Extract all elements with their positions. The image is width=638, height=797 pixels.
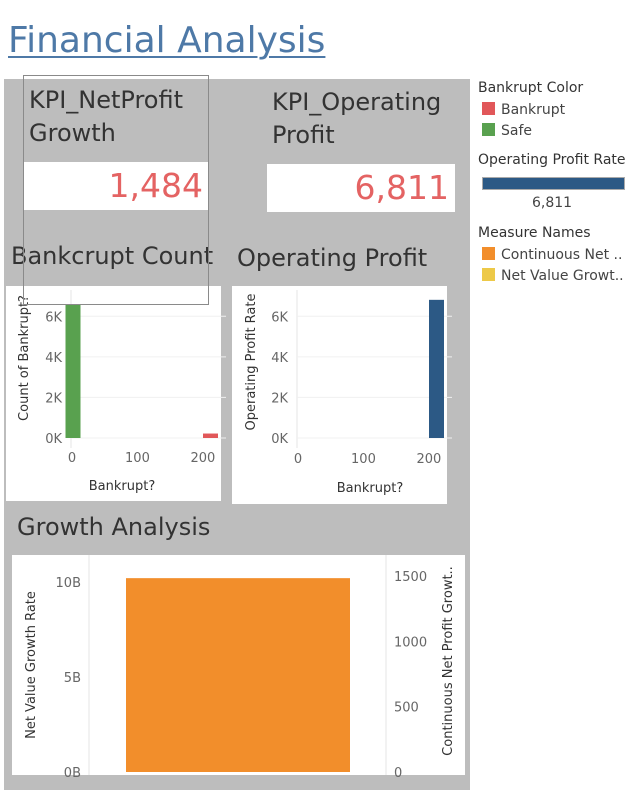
legend-item-bankrupt-label: Bankrupt	[501, 102, 566, 118]
bankrupt-swatch	[482, 102, 495, 115]
kpi-net-profit-growth-value: 1,484	[24, 162, 209, 210]
y-tick-label-left: 0B	[64, 766, 81, 781]
y-axis-label: Count of Bankrupt?	[17, 295, 32, 421]
y-tick-label-right: 1500	[394, 570, 427, 585]
operating-profit-title: Operating Profit	[237, 244, 428, 272]
legend-item-continuous-net[interactable]: Continuous Net ..	[482, 247, 622, 263]
bankrupt-count-title: Bankcrupt Count	[11, 242, 214, 270]
growth-analysis-title: Growth Analysis	[17, 513, 211, 541]
y-axis-label: Operating Profit Rate	[244, 294, 259, 431]
y-tick-label-right: 500	[394, 701, 419, 716]
x-tick-label: 200	[190, 451, 215, 466]
legend-item-safe-label: Safe	[501, 123, 533, 139]
operating-profit-chart[interactable]: 0K 2K 4K 6K 0 100 200 Bankrupt? Operating Profit…	[232, 286, 452, 504]
x-tick-label: 200	[416, 452, 441, 467]
y-tick-label: 0K	[271, 432, 288, 447]
y-tick-label: 6K	[271, 310, 288, 325]
bankrupt-count-chart[interactable]: 0K 2K 4K 6K 0 100 200 Bankrupt? Count of Bankrup…	[6, 286, 226, 501]
x-tick-label: 0	[68, 451, 76, 466]
kpi-operating-profit-label: KPI_Operating Profit	[272, 86, 441, 152]
y-tick-label-left: 10B	[56, 576, 81, 591]
operating-profit-rate-value: 6,811	[532, 195, 573, 211]
x-tick-label: 100	[351, 452, 376, 467]
y-tick-label-right: 1000	[394, 635, 427, 650]
kpi-net-profit-growth-label-line1: KPI_NetProfit	[29, 86, 184, 114]
bar-bankrupt	[203, 433, 218, 438]
y-tick-label: 4K	[45, 351, 62, 366]
y-tick-label: 2K	[45, 391, 62, 406]
kpi-operating-profit-label-line2: Profit	[272, 121, 335, 149]
legend-item-safe[interactable]: Safe	[482, 123, 532, 139]
continuous-net-swatch	[482, 247, 495, 260]
x-tick-label: 100	[125, 451, 150, 466]
kpi-net-profit-growth-label: KPI_NetProfit Growth	[29, 84, 183, 150]
operating-profit-rate-ramp	[482, 177, 625, 190]
y-tick-label: 4K	[271, 351, 288, 366]
bar-operating-profit-rate	[429, 299, 444, 438]
bankrupt-count-svg: 0K 2K 4K 6K 0 100 200 Bankrupt? Count of Bankrup…	[17, 290, 226, 494]
y-tick-label-left: 5B	[64, 671, 81, 686]
growth-analysis-chart[interactable]: 0B 5B 10B 0 500 1000 1500 Net Value Growth Rate…	[12, 555, 465, 781]
kpi-operating-profit-value: 6,811	[267, 164, 455, 212]
y-axis-left-label: Net Value Growth Rate	[24, 591, 39, 739]
legend-item-continuous-net-label: Continuous Net ..	[501, 247, 623, 263]
y-tick-label: 2K	[271, 391, 288, 406]
growth-analysis-svg: 0B 5B 10B 0 500 1000 1500 Net Value Growth Rate…	[24, 555, 456, 781]
x-tick-label: 0	[294, 452, 302, 467]
kpi-operating-profit-label-line1: KPI_Operating	[272, 88, 442, 116]
legend-operating-profit-rate-title: Operating Profit Rate	[478, 152, 626, 168]
net-value-growth-swatch	[482, 268, 495, 281]
kpi-net-profit-growth-label-line2: Growth	[29, 119, 116, 147]
page-title: Financial Analysis	[8, 20, 326, 61]
legend-item-net-value-growth-label: Net Value Growt..	[501, 268, 624, 284]
bar-safe	[65, 304, 81, 438]
y-axis-right-label: Continuous Net Profit Growt..	[441, 566, 456, 756]
legend-item-bankrupt[interactable]: Bankrupt	[482, 102, 565, 118]
y-tick-label: 6K	[45, 310, 62, 325]
safe-swatch	[482, 123, 495, 136]
bar-continuous-net-profit-growth	[126, 578, 350, 772]
operating-profit-svg: 0K 2K 4K 6K 0 100 200 Bankrupt? Operating Profit…	[244, 290, 452, 496]
x-axis-label: Bankrupt?	[89, 479, 156, 494]
y-tick-label: 0K	[45, 432, 62, 447]
legend-item-net-value-growth[interactable]: Net Value Growt..	[482, 268, 624, 284]
y-tick-label-right: 0	[394, 766, 402, 781]
legend-measure-names-title: Measure Names	[478, 225, 591, 241]
x-axis-label: Bankrupt?	[337, 481, 404, 496]
legend-bankrupt-color-title: Bankrupt Color	[478, 80, 584, 96]
